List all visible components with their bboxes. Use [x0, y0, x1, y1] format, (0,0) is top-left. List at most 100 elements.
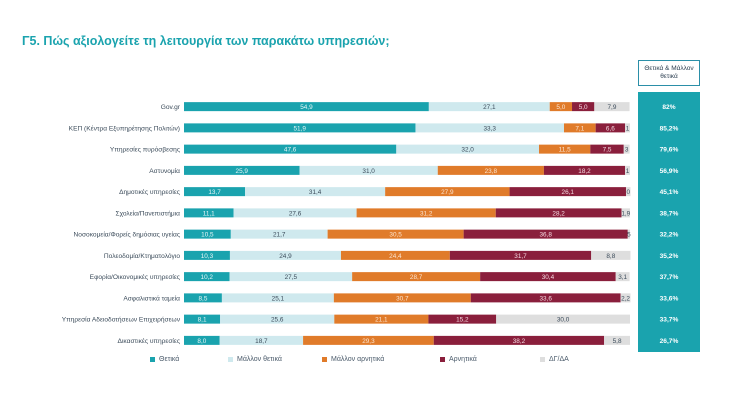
bar-segment-2	[219, 335, 304, 345]
data-label: 6,6	[606, 125, 615, 132]
positive-column-background	[638, 92, 700, 352]
data-label: 5,0	[579, 104, 588, 111]
bar-segment-4	[595, 123, 626, 133]
positive-column-header: Θετικά & Μάλλον θετικά	[638, 60, 700, 86]
bar-segment-1	[184, 165, 300, 175]
bar-segment-3	[352, 272, 481, 282]
data-label: 25,1	[272, 295, 285, 302]
legend-swatch	[540, 357, 545, 362]
data-label: 8,8	[606, 253, 615, 260]
category-label: Εφορία/Οικονομικές υπηρεσίες	[90, 273, 180, 281]
bar-segment-3	[563, 123, 596, 133]
data-label: 25,6	[271, 317, 284, 324]
category-label: Δημοτικές υπηρεσίες	[119, 188, 180, 196]
data-label: 30,5	[389, 232, 402, 239]
positive-total: 32,2%	[660, 232, 679, 239]
bar-segment-1	[184, 335, 220, 345]
bar-segment-2	[396, 144, 540, 154]
bar-segment-4	[495, 208, 622, 218]
data-label: 27,5	[285, 274, 298, 281]
positive-total: 79,6%	[660, 147, 679, 154]
data-label: 36,8	[539, 232, 552, 239]
category-label: Υπηρεσίες πυρόσβεσης	[110, 146, 180, 154]
legend-swatch	[322, 357, 327, 362]
bar-segment-2	[229, 272, 353, 282]
legend-swatch	[150, 357, 155, 362]
legend-item: Μάλλον θετικά	[228, 356, 282, 363]
positive-total: 38,7%	[660, 210, 679, 217]
bar-segment-1	[184, 314, 221, 324]
bar-segment-5	[627, 229, 630, 239]
data-label: 13,7	[208, 189, 221, 196]
bar-segment-4	[449, 250, 592, 260]
bar-segment-3	[539, 144, 591, 154]
positive-total: 56,9%	[660, 168, 679, 175]
bar-segment-5	[496, 314, 630, 324]
data-label: 7,9	[607, 104, 616, 111]
bar-segment-5	[591, 250, 631, 260]
bar-segment-1	[184, 144, 397, 154]
data-label: 1	[626, 168, 630, 175]
bar-segment-4	[470, 293, 621, 303]
data-label: 33,6	[539, 295, 552, 302]
data-label: 47,6	[284, 147, 297, 154]
category-label: Gov.gr	[161, 104, 181, 111]
data-label: 27,9	[441, 189, 454, 196]
data-label: 30,7	[396, 295, 409, 302]
positive-total: 26,7%	[660, 338, 679, 345]
category-label: Αστυνομία	[149, 167, 180, 175]
legend-label: Μάλλον θετικά	[237, 356, 282, 363]
bar-segment-1	[184, 187, 246, 197]
data-label: 51,9	[294, 125, 307, 132]
data-label: 3,1	[618, 274, 627, 281]
bar-segment-1	[184, 229, 231, 239]
data-label: 15,2	[456, 317, 469, 324]
positive-total: 33,7%	[660, 317, 679, 324]
bar-segment-3	[356, 208, 496, 218]
bar-segment-4	[509, 187, 626, 197]
legend-label: Αρνητικά	[449, 356, 477, 363]
data-label: 10,2	[201, 274, 214, 281]
bar-segment-2	[220, 314, 335, 324]
bar-segment-2	[428, 102, 550, 112]
legend-swatch	[228, 357, 233, 362]
positive-total: 45,1%	[660, 189, 679, 196]
data-label: 31,4	[309, 189, 322, 196]
data-label: 26,1	[562, 189, 575, 196]
category-label: Νοσοκομεία/Φορείς δημόσιας υγείας	[74, 231, 180, 239]
bar-segment-1	[184, 208, 234, 218]
positive-total: 35,2%	[660, 253, 679, 260]
data-label: 8,5	[199, 295, 208, 302]
bar-segment-5	[615, 272, 630, 282]
bar-segment-4	[463, 229, 628, 239]
bar-segment-2	[221, 293, 334, 303]
data-label: 18,2	[578, 168, 591, 175]
legend-label: ΔΓ/ΔΑ	[549, 356, 569, 363]
bar-segment-2	[415, 123, 564, 133]
category-label: Ασφαλιστικά ταμεία	[123, 294, 180, 302]
bar-segment-1	[184, 250, 230, 260]
data-label: 54,9	[300, 104, 313, 111]
bar-segment-3	[327, 229, 464, 239]
legend-item: Θετικά	[150, 356, 179, 363]
bar-segment-2	[233, 208, 357, 218]
bar-segment-4	[590, 144, 624, 154]
bar-segment-5	[621, 208, 630, 218]
data-label: 11,5	[559, 147, 571, 154]
data-label: 1,9	[621, 210, 630, 217]
chart-title: Γ5. Πώς αξιολογείτε τη λειτουργία των πα…	[22, 34, 390, 48]
data-label: 8,0	[197, 338, 206, 345]
bar-segment-4	[428, 314, 497, 324]
data-label: 2,2	[621, 295, 630, 302]
data-label: 30,0	[557, 317, 570, 324]
data-label: 5	[627, 232, 631, 239]
bar-segment-5	[625, 187, 631, 197]
data-label: 5,0	[556, 104, 565, 111]
data-label: 3	[625, 147, 629, 154]
data-label: 28,7	[410, 274, 423, 281]
positive-total: 85,2%	[660, 125, 679, 132]
data-label: 1	[626, 125, 630, 132]
bar-segment-1	[184, 123, 416, 133]
data-label: 24,9	[279, 253, 292, 260]
data-label: 24,4	[389, 253, 402, 260]
